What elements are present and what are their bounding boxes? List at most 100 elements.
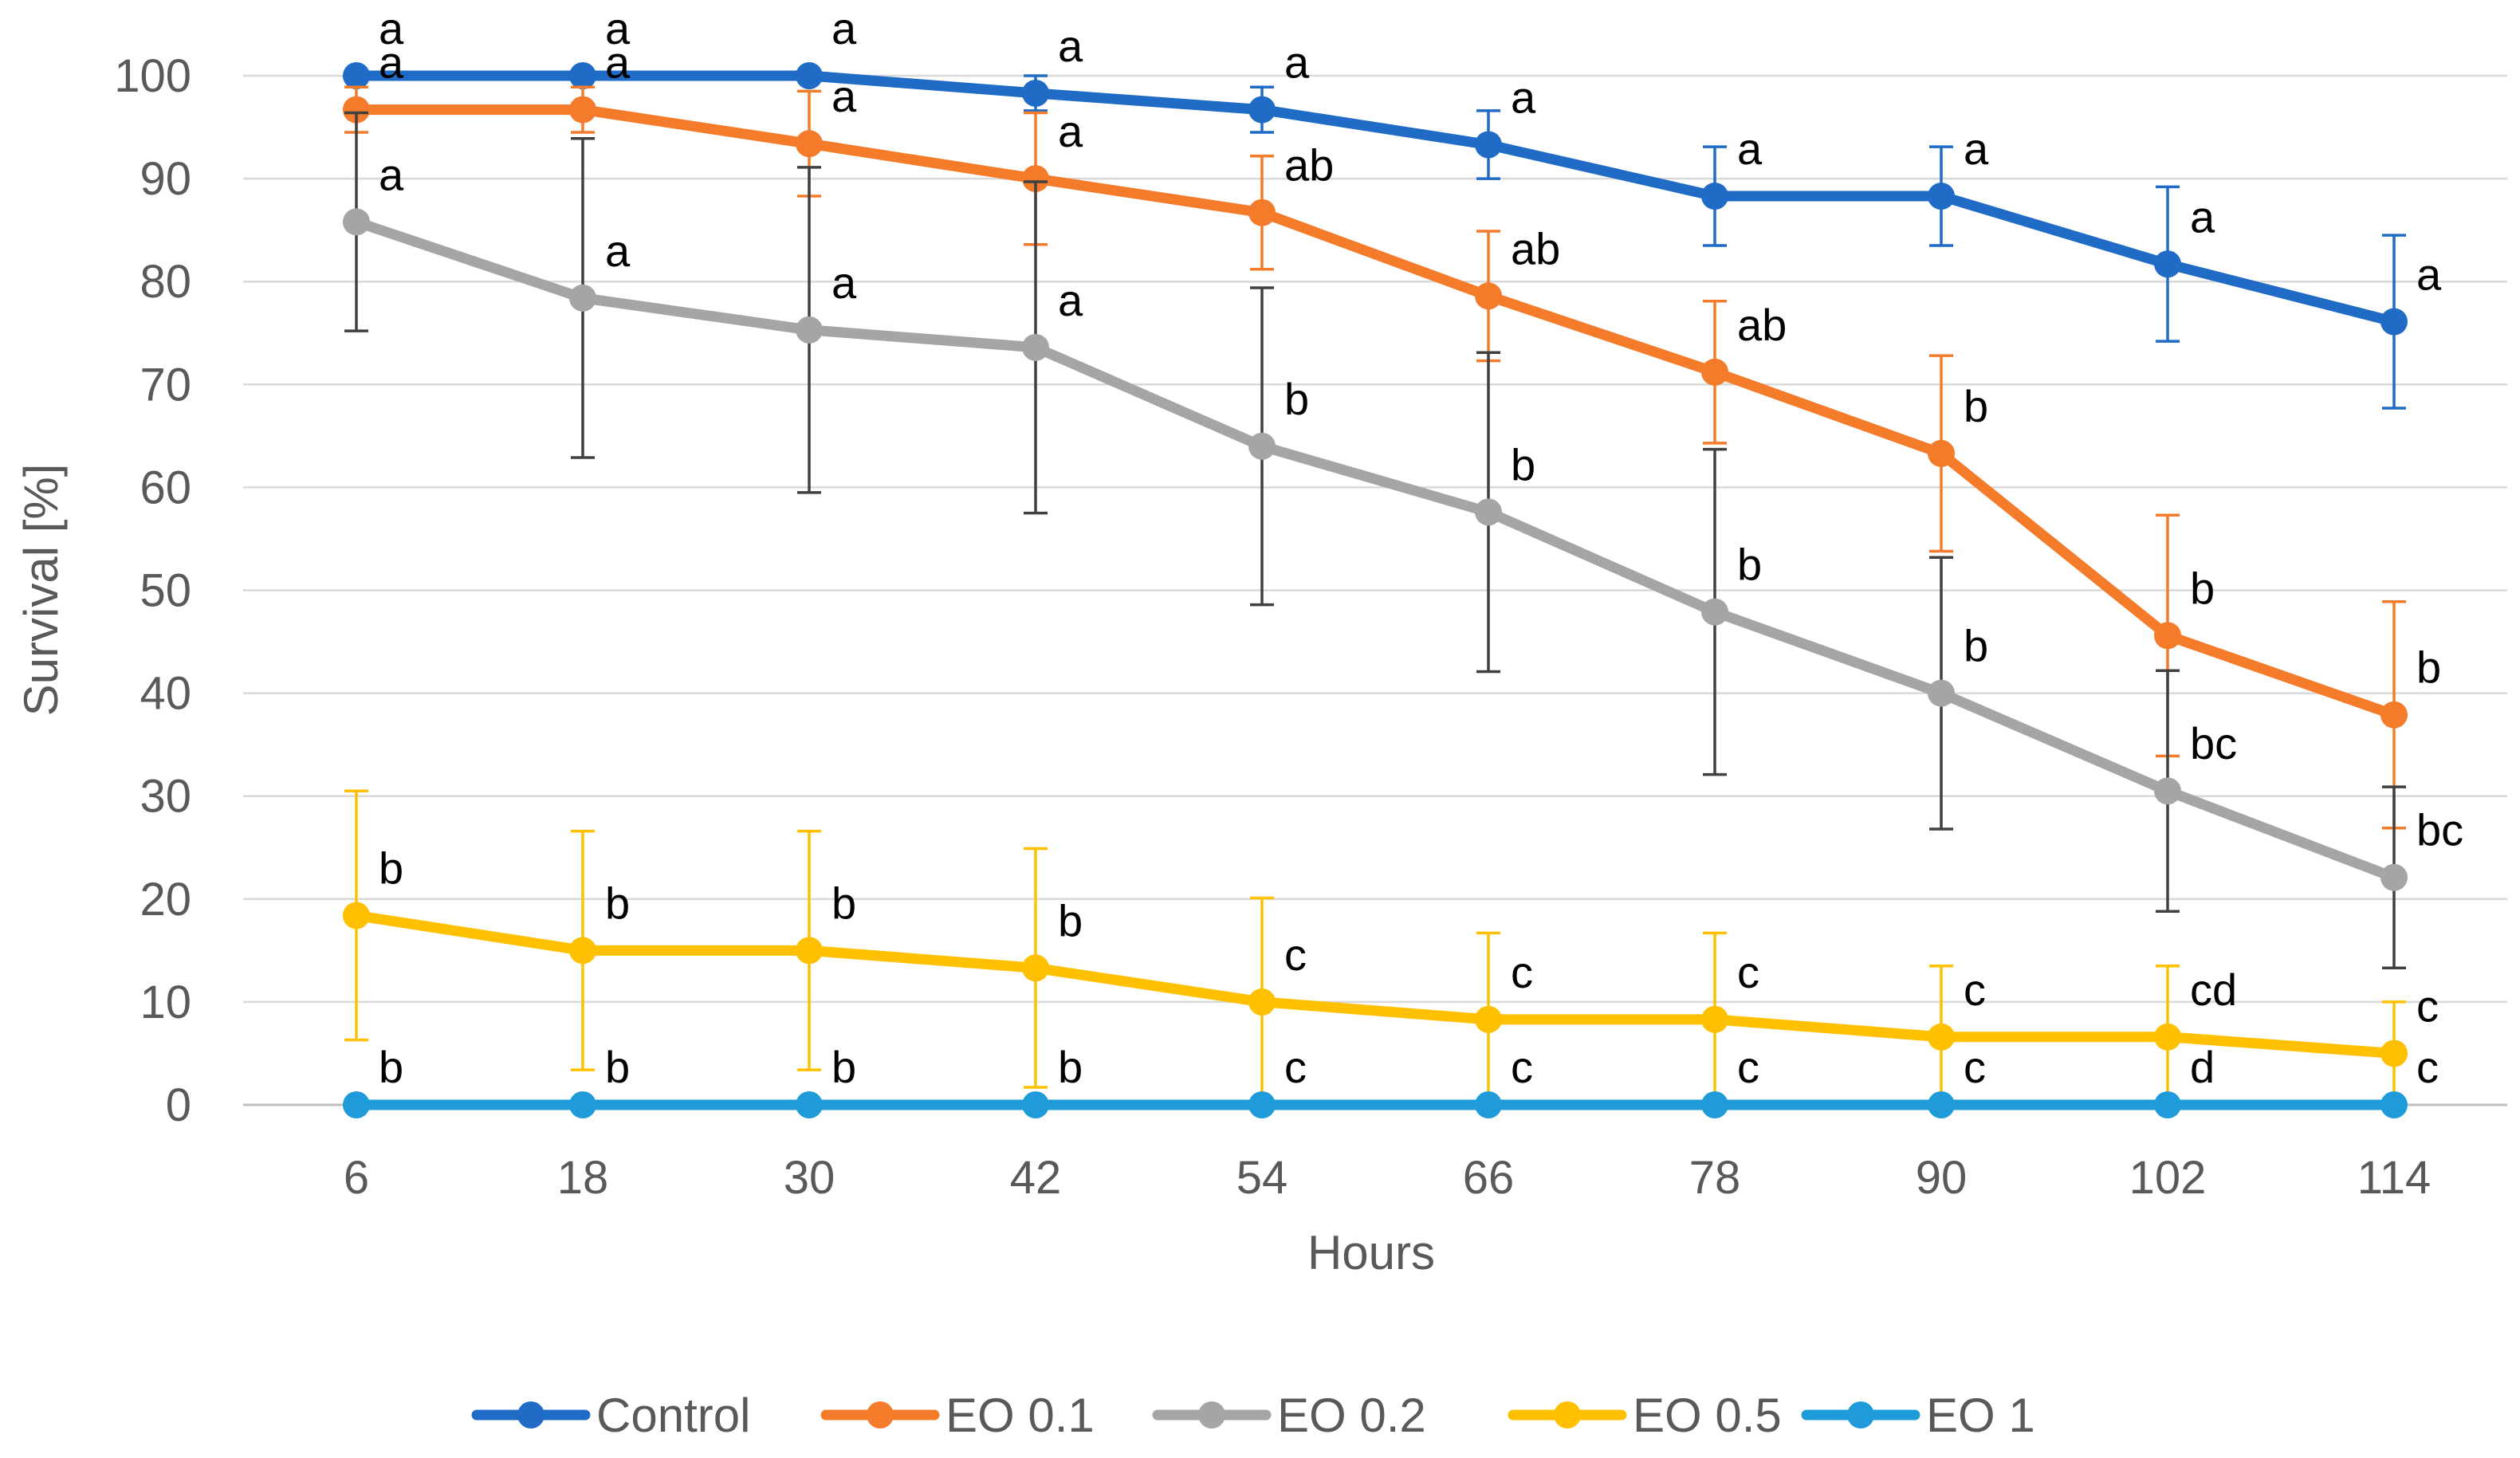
data-point bbox=[569, 62, 596, 89]
significance-letter: b bbox=[1964, 381, 1988, 431]
data-point bbox=[796, 937, 823, 965]
x-tick-label-66: 66 bbox=[1463, 1152, 1515, 1204]
significance-letter: b bbox=[1511, 439, 1535, 489]
significance-letter: c bbox=[1511, 947, 1533, 997]
legend-marker bbox=[517, 1401, 544, 1429]
data-point bbox=[2154, 777, 2181, 805]
y-tick-label-90: 90 bbox=[140, 153, 191, 205]
legend-item-eo-0-1: EO 0.1 bbox=[820, 1389, 1095, 1442]
x-tick-label-114: 114 bbox=[2357, 1152, 2431, 1204]
x-axis-title: Hours bbox=[1307, 1226, 1435, 1279]
data-point bbox=[2154, 250, 2181, 278]
data-point bbox=[2154, 1091, 2181, 1118]
data-point bbox=[1701, 1091, 1728, 1118]
legend-label: EO 0.1 bbox=[945, 1389, 1095, 1442]
data-point bbox=[1022, 954, 1049, 982]
y-tick-label-100: 100 bbox=[114, 50, 191, 102]
data-point bbox=[1022, 79, 1049, 107]
significance-letter: a bbox=[1737, 124, 1763, 174]
significance-letter: b bbox=[2416, 643, 2441, 693]
significance-letter: b bbox=[2190, 563, 2215, 613]
significance-letter: a bbox=[1058, 106, 1083, 156]
significance-letter: b bbox=[605, 1042, 630, 1092]
y-tick-label-0: 0 bbox=[166, 1079, 191, 1131]
y-tick-label-10: 10 bbox=[140, 977, 191, 1028]
significance-letter: a bbox=[379, 37, 404, 88]
significance-letter: a bbox=[605, 226, 631, 276]
data-point bbox=[1248, 96, 1276, 124]
legend-marker bbox=[1847, 1401, 1874, 1429]
data-point bbox=[2380, 1091, 2408, 1118]
data-point bbox=[1475, 131, 1502, 159]
significance-letter: ab bbox=[1284, 140, 1334, 191]
significance-letter: a bbox=[831, 3, 857, 53]
x-tick-label-18: 18 bbox=[557, 1152, 609, 1204]
significance-letter: a bbox=[1058, 21, 1083, 71]
x-tick-label-90: 90 bbox=[1916, 1152, 1968, 1204]
series-eo-0-1 bbox=[343, 85, 2408, 830]
legend-label: EO 0.5 bbox=[1633, 1389, 1782, 1442]
data-point bbox=[1475, 498, 1502, 526]
data-point bbox=[1022, 165, 1049, 193]
significance-letter: bc bbox=[2416, 805, 2463, 855]
data-point bbox=[1022, 1091, 1049, 1118]
significance-letter: a bbox=[1964, 124, 1989, 174]
significance-letter: c bbox=[1284, 929, 1307, 980]
data-point bbox=[796, 316, 823, 344]
significance-letter: a bbox=[831, 71, 857, 121]
data-point bbox=[1928, 439, 1955, 467]
data-point bbox=[343, 62, 370, 89]
legend: Control EO 0.1 EO 0.2 EO 0.5 EO 1 bbox=[471, 1389, 2035, 1442]
y-tick-label-50: 50 bbox=[140, 565, 191, 617]
data-point bbox=[569, 1091, 596, 1118]
significance-letter: bc bbox=[2190, 718, 2237, 768]
significance-letter: a bbox=[2416, 250, 2442, 300]
data-point bbox=[1928, 183, 1955, 210]
data-point bbox=[1475, 1005, 1502, 1033]
significance-letter: a bbox=[831, 257, 857, 308]
y-tick-label-20: 20 bbox=[140, 874, 191, 925]
data-point bbox=[1475, 1091, 1502, 1118]
significance-letter: c bbox=[1284, 1042, 1307, 1092]
data-point bbox=[343, 96, 370, 124]
y-tick-label-30: 30 bbox=[140, 771, 191, 823]
significance-letter: a bbox=[2190, 191, 2215, 242]
series-line bbox=[351, 216, 2400, 883]
significance-letter: b bbox=[605, 878, 630, 928]
data-point bbox=[2380, 1039, 2408, 1067]
significance-letter: a bbox=[1284, 37, 1310, 88]
data-point bbox=[1701, 1005, 1728, 1033]
legend-item-eo-0-2: EO 0.2 bbox=[1152, 1389, 1426, 1442]
significance-letter: c bbox=[1964, 965, 1986, 1015]
significance-letter: c bbox=[1511, 1042, 1533, 1092]
data-point bbox=[343, 902, 370, 929]
significance-letter: ab bbox=[1737, 300, 1787, 350]
y-tick-label-40: 40 bbox=[140, 668, 191, 720]
significance-letter: a bbox=[379, 149, 404, 199]
significance-letter: c bbox=[2416, 1042, 2439, 1092]
x-tick-label-6: 6 bbox=[344, 1152, 369, 1204]
series-eo-0-2 bbox=[343, 111, 2408, 970]
data-point bbox=[1248, 1091, 1276, 1118]
legend-item-eo-0-5: EO 0.5 bbox=[1508, 1389, 1782, 1442]
data-point bbox=[796, 62, 823, 89]
significance-letter: a bbox=[605, 37, 631, 88]
significance-letter: c bbox=[1964, 1042, 1986, 1092]
significance-letter: a bbox=[605, 3, 631, 53]
data-point bbox=[2380, 863, 2408, 891]
data-point bbox=[343, 1091, 370, 1118]
significance-letter: b bbox=[1964, 621, 1988, 671]
data-point bbox=[569, 284, 596, 312]
data-point bbox=[1701, 183, 1728, 210]
x-tick-label-30: 30 bbox=[784, 1152, 835, 1204]
significance-letter: c bbox=[1737, 1042, 1759, 1092]
significance-letter: b bbox=[1284, 374, 1309, 424]
series-line bbox=[351, 70, 2400, 328]
data-point bbox=[343, 208, 370, 236]
x-tick-label-54: 54 bbox=[1236, 1152, 1288, 1204]
data-point bbox=[796, 1091, 823, 1118]
significance-letter: ab bbox=[1511, 223, 1560, 273]
data-point bbox=[1022, 333, 1049, 361]
significance-letter: c bbox=[1737, 947, 1759, 997]
